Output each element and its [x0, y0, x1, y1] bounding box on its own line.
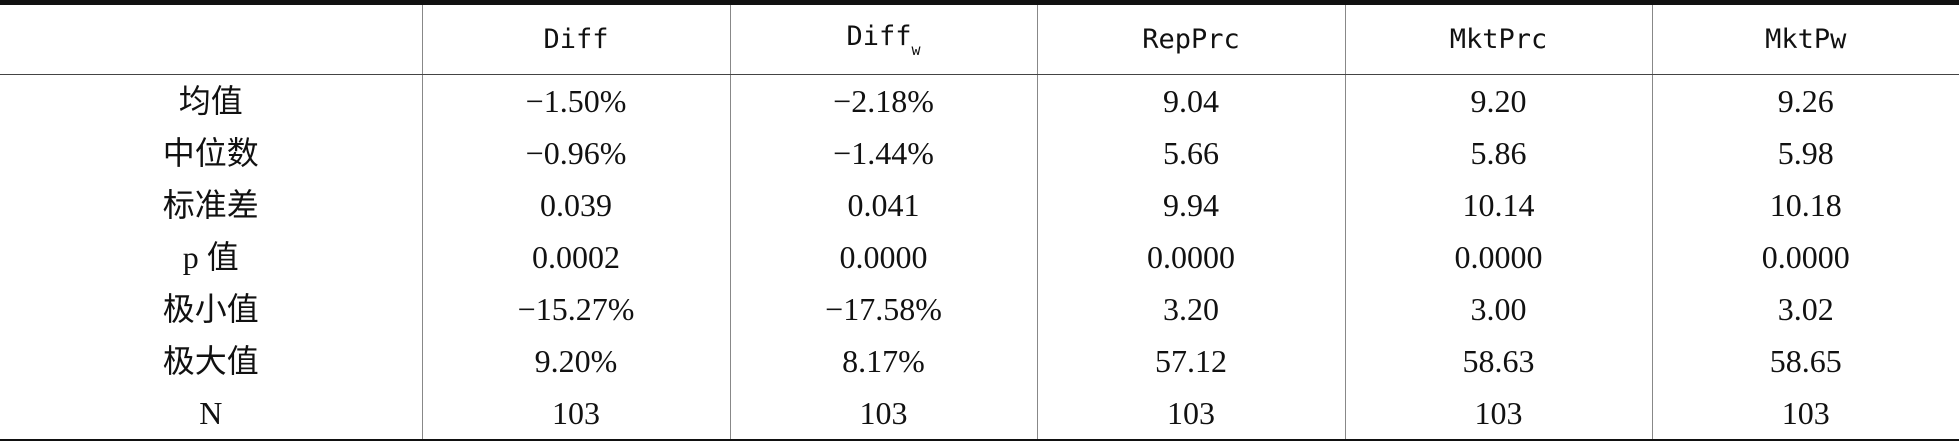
cell: 9.94 — [1036, 179, 1345, 231]
cell: 10.14 — [1344, 179, 1652, 231]
header-subscript: w — [911, 40, 921, 59]
cell: 58.65 — [1651, 335, 1959, 387]
row-label: 标准差 — [162, 187, 259, 223]
column-header: Diffw — [729, 2, 1037, 75]
cell: 103 — [1651, 387, 1959, 440]
cell: −17.58% — [729, 283, 1037, 335]
column-header: MktPw — [1651, 2, 1959, 75]
data-row: 标准差 0.039 0.041 9.94 10.14 10.18 — [0, 179, 1959, 231]
cell: 5.98 — [1651, 127, 1959, 179]
cell: 0.039 — [421, 179, 730, 231]
cell: 0.0000 — [729, 231, 1037, 283]
header-row: Diff Diffw RepPrc MktPrc MktPw — [0, 2, 1959, 75]
cell: 103 — [729, 387, 1037, 440]
corner-cell — [0, 2, 422, 75]
cell: 9.20% — [421, 335, 730, 387]
column-header: MktPrc — [1344, 2, 1652, 75]
cell: 5.86 — [1344, 127, 1652, 179]
row-label: 中位数 — [162, 135, 259, 171]
row-label: p 值 — [182, 239, 239, 275]
cell: 10.18 — [1651, 179, 1959, 231]
header-text: Diff — [543, 24, 609, 55]
cell: −1.44% — [729, 127, 1037, 179]
header-text: MktPrc — [1449, 24, 1548, 55]
row-label: 均值 — [178, 83, 243, 119]
cell: −15.27% — [421, 283, 730, 335]
header-text: RepPrc — [1142, 24, 1240, 55]
cell: 0.0000 — [1036, 231, 1345, 283]
cell: 0.041 — [729, 179, 1037, 231]
cell: −0.96% — [421, 127, 730, 179]
data-row: 极小值 −15.27% −17.58% 3.20 3.00 3.02 — [0, 283, 1959, 335]
cell: 0.0000 — [1344, 231, 1652, 283]
data-row: N 103 103 103 103 103 — [0, 387, 1959, 440]
cell: 103 — [1036, 387, 1345, 440]
cell: 9.26 — [1651, 74, 1959, 127]
cell: 103 — [421, 387, 730, 440]
cell: 3.20 — [1036, 283, 1345, 335]
cell: 3.02 — [1651, 283, 1959, 335]
header-text: MktPw — [1765, 24, 1847, 55]
cell: 3.00 — [1344, 283, 1652, 335]
column-header: Diff — [421, 2, 730, 75]
row-label: N — [199, 395, 223, 431]
data-row: 极大值 9.20% 8.17% 57.12 58.63 58.65 — [0, 335, 1959, 387]
cell: −1.50% — [421, 74, 730, 127]
header-text: Diff — [846, 20, 912, 52]
data-row: 均值 −1.50% −2.18% 9.04 9.20 9.26 — [0, 74, 1959, 127]
cell: 0.0000 — [1651, 231, 1959, 283]
data-row: 中位数 −0.96% −1.44% 5.66 5.86 5.98 — [0, 127, 1959, 179]
data-row: p 值 0.0002 0.0000 0.0000 0.0000 0.0000 — [0, 231, 1959, 283]
cell: −2.18% — [729, 74, 1037, 127]
column-header: RepPrc — [1036, 2, 1345, 75]
row-label: 极大值 — [162, 343, 259, 379]
cell: 103 — [1344, 387, 1652, 440]
cell: 57.12 — [1036, 335, 1345, 387]
cell: 58.63 — [1344, 335, 1652, 387]
cell: 0.0002 — [421, 231, 730, 283]
cell: 9.04 — [1036, 74, 1345, 127]
cell: 9.20 — [1344, 74, 1652, 127]
row-label: 极小值 — [162, 291, 259, 327]
cell: 8.17% — [729, 335, 1037, 387]
cell: 5.66 — [1036, 127, 1345, 179]
